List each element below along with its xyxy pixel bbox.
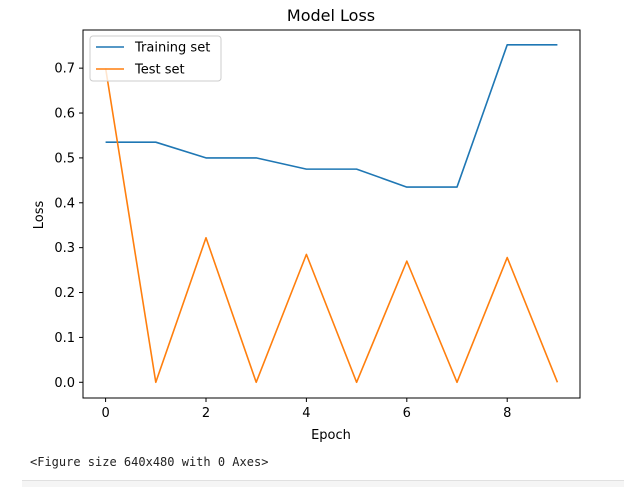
x-axis-label: Epoch — [311, 428, 351, 443]
x-tick-label: 2 — [202, 406, 210, 421]
y-tick-label: 0.1 — [54, 331, 75, 346]
y-tick-label: 0.4 — [54, 196, 75, 211]
y-tick-label: 0.3 — [54, 241, 75, 256]
x-axis: 0 2 4 6 8 — [101, 398, 511, 421]
y-axis: 0.0 0.1 0.2 0.3 0.4 0.5 0.6 0.7 — [54, 62, 83, 391]
plot-frame — [82, 29, 581, 399]
x-tick-label: 0 — [101, 406, 109, 421]
next-cell-area — [22, 480, 624, 487]
series-line-training-set — [105, 44, 558, 188]
x-tick-label: 4 — [302, 406, 310, 421]
series-line-test-set — [104, 68, 559, 384]
legend: Training set Test set — [89, 35, 222, 82]
y-tick-label: 0.2 — [54, 286, 75, 301]
y-tick-label: 0.7 — [54, 62, 75, 77]
x-tick-label: 8 — [503, 406, 511, 421]
y-tick-label: 0.6 — [54, 107, 75, 122]
y-axis-label: Loss — [32, 201, 47, 230]
y-tick-label: 0.0 — [54, 376, 75, 391]
legend-label: Test set — [134, 63, 185, 78]
chart-title: Model Loss — [287, 6, 375, 25]
x-tick-label: 6 — [403, 406, 411, 421]
series-lines — [104, 44, 559, 384]
figure-output-text: <Figure size 640x480 with 0 Axes> — [30, 455, 269, 469]
legend-label: Training set — [134, 41, 210, 56]
y-tick-label: 0.5 — [54, 151, 75, 166]
